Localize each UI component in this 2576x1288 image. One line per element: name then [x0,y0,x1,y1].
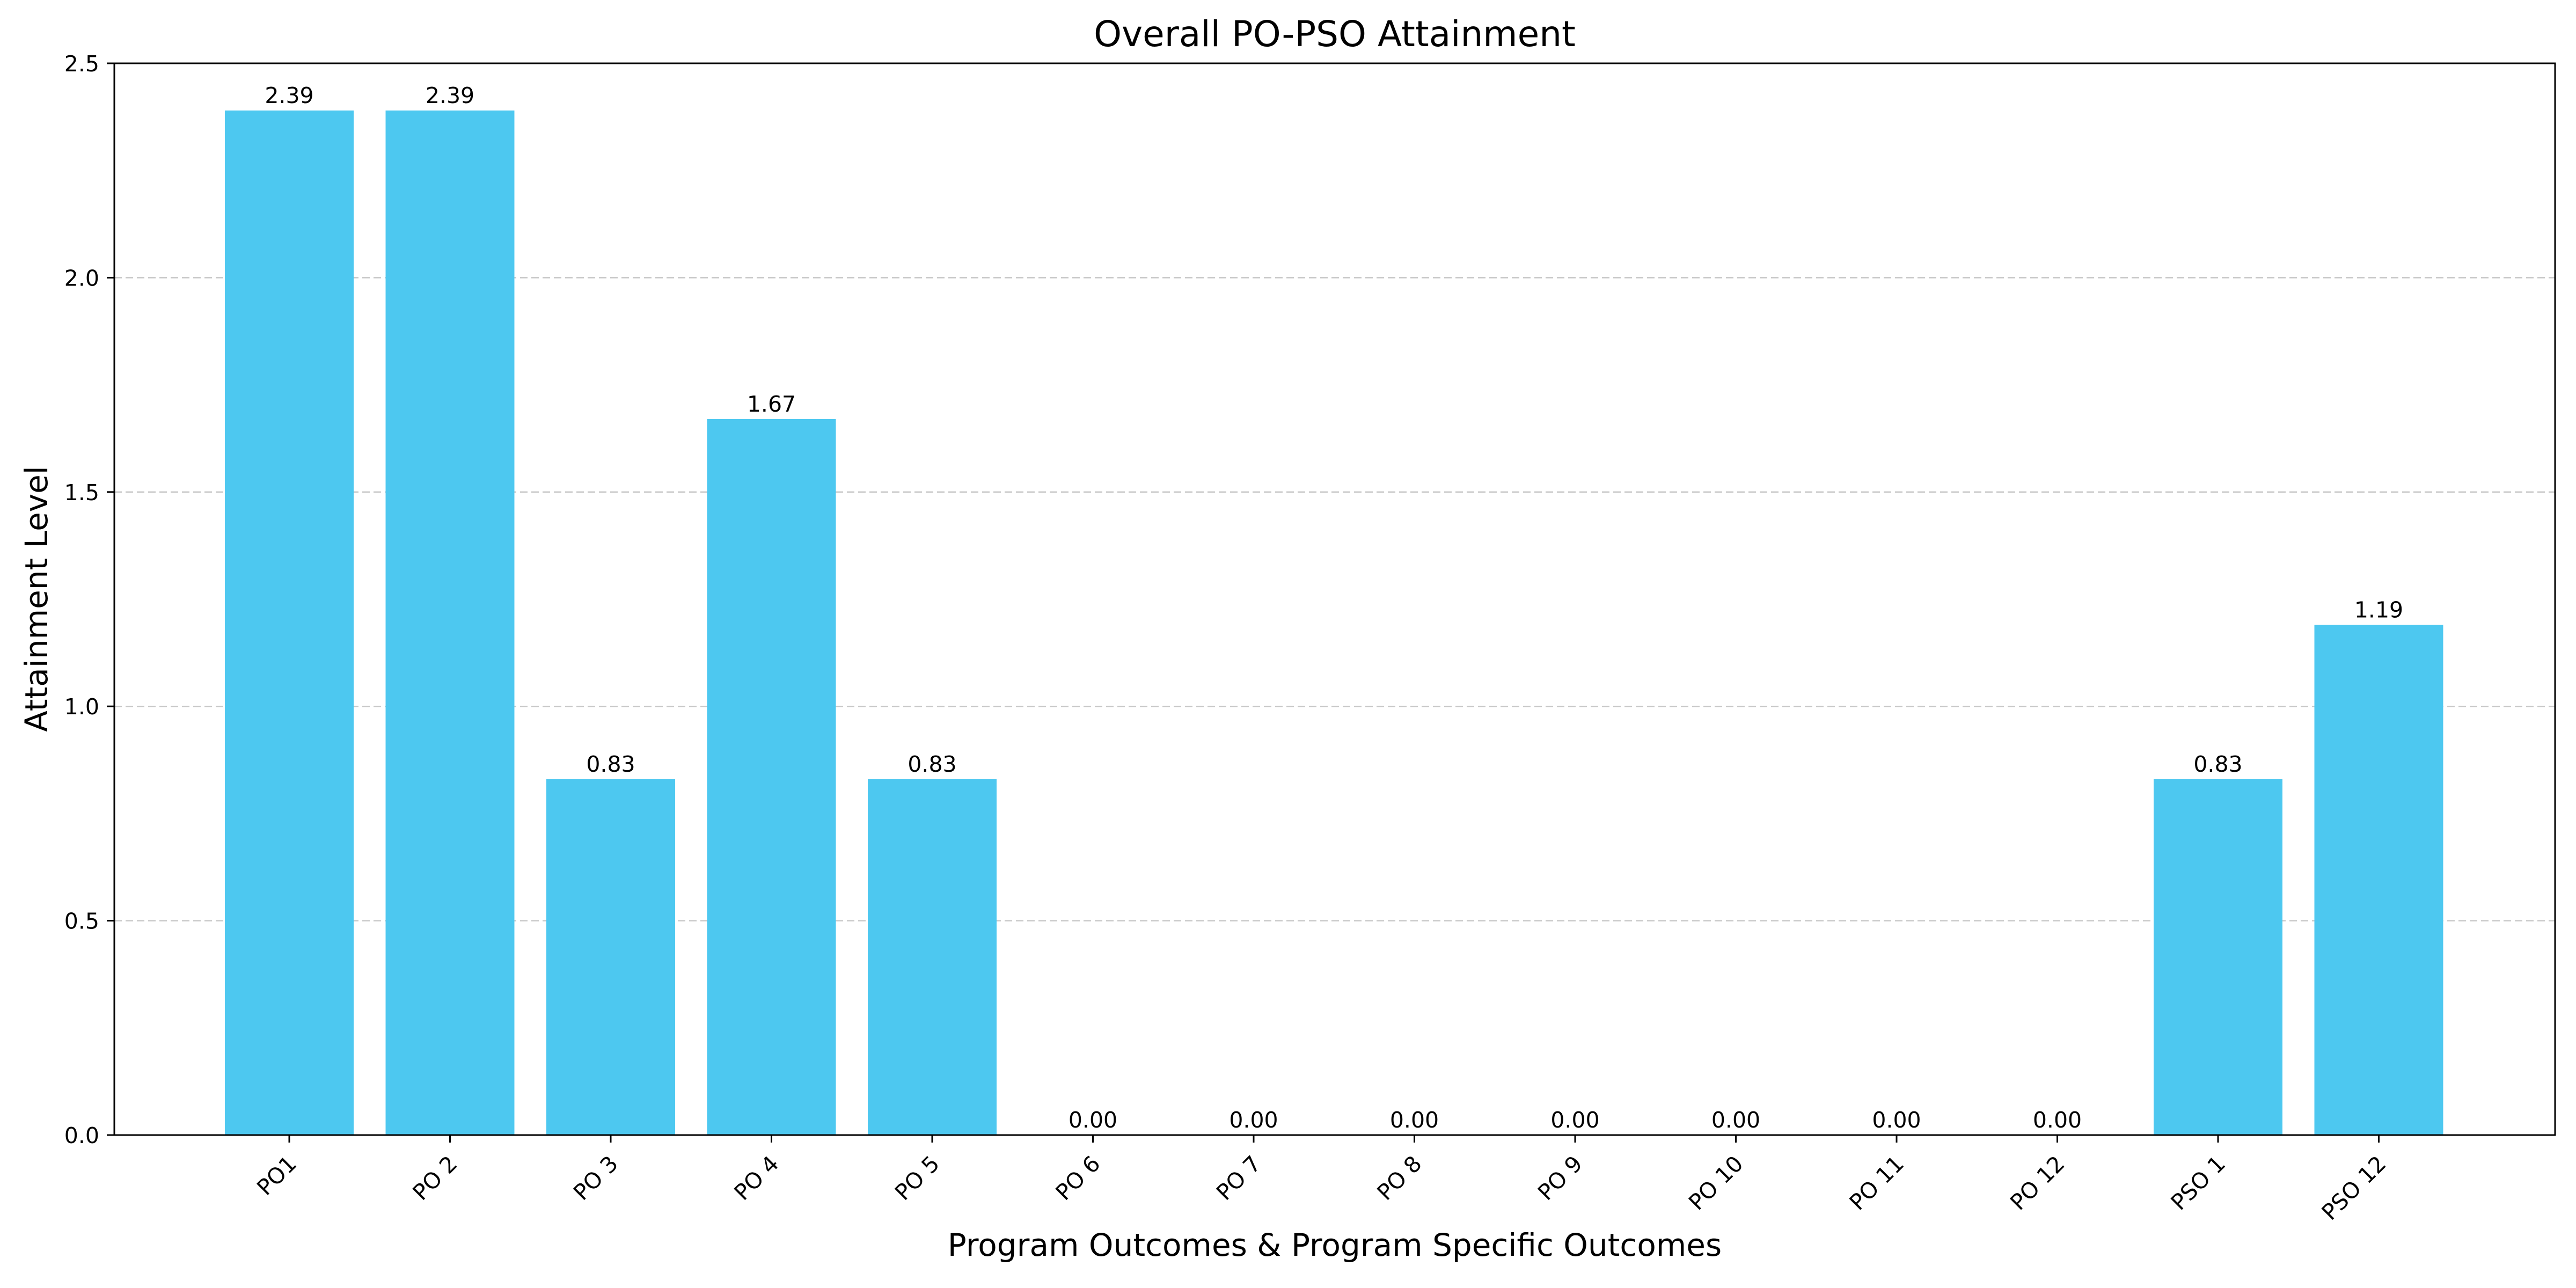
bar-value-label: 0.00 [2033,1107,2082,1133]
bar-value-label: 0.00 [1872,1107,1921,1133]
x-tick-label: PO 5 [890,1151,945,1205]
x-tick-label: PSO 12 [2317,1151,2391,1225]
bars [225,110,2443,1135]
bar-value-label: 2.39 [426,83,474,108]
x-tick-label: PO 2 [408,1151,463,1205]
plot-area-frame [113,62,2556,1136]
x-tick-label: PO 10 [1684,1151,1748,1215]
bar-value-label: 0.00 [1550,1107,1599,1133]
x-tick-label: PO 7 [1211,1151,1266,1205]
x-tick-label: PO 8 [1372,1151,1427,1205]
bar-value-label: 0.83 [586,751,635,777]
x-axis-title: Program Outcomes & Program Specific Outc… [948,1227,1722,1263]
x-tick-label: PO 4 [729,1151,784,1205]
y-tick-label: 1.5 [64,480,99,506]
bar-value-label: 1.19 [2354,597,2403,623]
x-tick-label: PO 12 [2005,1151,2069,1215]
bar-value-label: 0.83 [908,751,956,777]
bar-value-label: 1.67 [747,391,796,417]
y-tick-label: 2.5 [64,51,99,77]
x-tick-label: PO 3 [568,1151,623,1205]
bar-value-label: 0.83 [2193,751,2242,777]
x-tick-label: PSO 1 [2166,1151,2230,1215]
x-tick-label: PO 11 [1845,1151,1909,1215]
y-tick-label: 1.0 [64,694,99,720]
y-tick-label: 0.5 [64,909,99,934]
y-tick-label: 0.0 [64,1123,99,1148]
y-tick-label: 2.0 [64,265,99,291]
bar-value-label: 0.00 [1711,1107,1760,1133]
chart-title: Overall PO-PSO Attainment [1094,13,1576,55]
bar [707,419,836,1135]
bar [868,779,997,1135]
x-tick-label: PO 6 [1051,1151,1106,1205]
bar-value-label: 2.39 [265,83,313,108]
x-tick-label: PO1 [252,1151,302,1201]
bar [2154,779,2282,1135]
bar [546,779,675,1135]
bar [225,110,354,1135]
bar-value-label: 0.00 [1229,1107,1278,1133]
x-tick-label: PO 9 [1533,1151,1587,1205]
bar-value-label: 0.00 [1390,1107,1439,1133]
bar-value-label: 0.00 [1069,1107,1117,1133]
y-axis: 0.0 0.5 1.0 1.5 2.0 2.5 [64,51,114,1148]
bar [385,110,515,1135]
y-axis-title: Attainment Level [18,466,55,732]
bar-value-labels: 2.39 2.39 0.83 1.67 0.83 0.00 0.00 0.00 0.00 0.00… [265,83,2403,1133]
bar [2314,625,2443,1135]
x-axis: PO1 PO 2 PO 3 PO 4 PO 5 PO 6 PO 7 PO 8 PO 9 PO 10… [252,1135,2391,1225]
